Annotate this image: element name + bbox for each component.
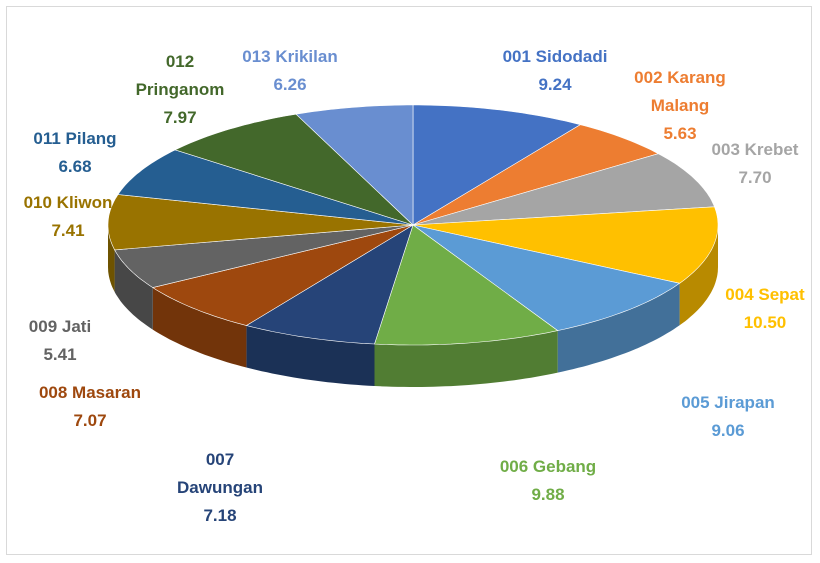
slice [245,224,414,345]
data-label: 007 Dawungan 7.18 [165,446,275,530]
slice-side [114,249,153,330]
slice [412,124,660,226]
category-label: 001 Sidodadi [502,47,608,66]
slice [374,224,559,346]
data-label: 010 Kliwon 7.41 [8,189,128,245]
pie-sides [108,225,718,387]
value-label: 7.70 [738,168,772,187]
data-label: 009 Jati 5.41 [10,313,110,369]
slice-side [108,225,115,292]
category-label: 005 Jirapan [681,393,775,412]
data-label: 005 Jirapan 9.06 [658,389,798,445]
slice [412,104,582,226]
slice [174,113,414,226]
data-label: 001 Sidodadi 9.24 [475,43,635,99]
slice-side [152,287,247,368]
slice-side [557,283,680,373]
data-label: 012 Pringanom 7.97 [125,48,235,132]
data-label: 011 Pilang 6.68 [15,125,135,181]
category-label: 003 Krebet [711,140,799,159]
category-label: 011 Pilang [33,129,117,148]
slice [295,104,414,226]
slice [412,153,715,226]
data-label: 008 Masaran 7.07 [15,379,165,435]
value-label: 7.41 [51,221,85,240]
value-label: 9.88 [531,485,565,504]
slice [412,224,681,331]
category-label: 004 Sepat [725,285,805,304]
category-label: 012 Pringanom [135,52,225,99]
slice-side [679,225,718,326]
chart-frame [6,6,812,555]
value-label: 9.24 [538,75,572,94]
data-label: 013 Krikilan 6.26 [215,43,365,99]
category-label: 009 Jati [28,317,92,336]
category-label: 010 Kliwon [23,193,113,212]
slice-side [246,325,375,386]
data-label: 003 Krebet 7.70 [685,136,820,192]
value-label: 10.50 [743,313,787,332]
data-label: 006 Gebang 9.88 [478,453,618,509]
category-label: 013 Krikilan [242,47,338,66]
value-label: 9.06 [711,421,745,440]
slice [107,194,414,251]
data-label: 002 Karang Malang 5.63 [620,64,740,148]
slice-side [374,330,558,387]
value-label: 5.41 [43,345,77,364]
value-label: 6.68 [58,157,92,176]
category-label: 007 Dawungan [177,450,263,497]
data-label: 004 Sepat 10.50 [705,281,820,337]
category-label: 006 Gebang [499,457,597,476]
value-label: 7.07 [73,411,107,430]
slice [114,224,414,288]
value-label: 6.26 [273,75,307,94]
slice [412,206,719,284]
pie-tops [107,104,719,346]
category-label: 008 Masaran [38,383,142,402]
value-label: 5.63 [663,124,697,143]
slice [152,224,414,326]
value-label: 7.97 [163,108,197,127]
value-label: 7.18 [203,506,237,525]
slice [117,149,414,226]
category-label: 002 Karang Malang [634,68,726,115]
